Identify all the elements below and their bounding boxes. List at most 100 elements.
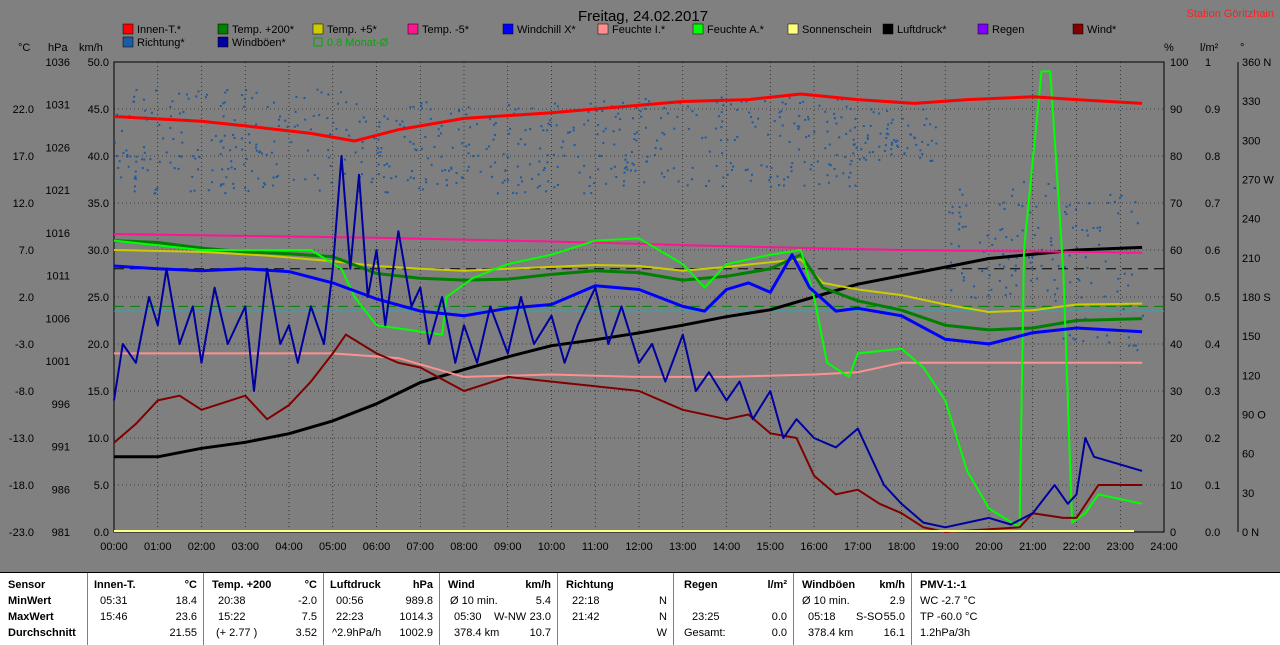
y-tick-hpa: 1001 (46, 356, 70, 368)
x-tick-label: 21:00 (1019, 541, 1047, 553)
direction-point (358, 120, 361, 123)
direction-point (549, 123, 552, 126)
legend-swatch (217, 36, 229, 48)
direction-point (798, 114, 801, 117)
direction-point (394, 175, 397, 178)
direction-point (950, 242, 953, 245)
direction-point (524, 129, 527, 132)
direction-point (1050, 244, 1053, 247)
direction-point (502, 153, 505, 156)
regen-total-value: 0.0 (771, 627, 787, 639)
direction-point (489, 165, 492, 168)
direction-point (343, 158, 346, 161)
direction-point (313, 173, 316, 176)
direction-point (1080, 296, 1083, 299)
y-tick-celsius: -18.0 (9, 480, 34, 492)
direction-point (133, 95, 136, 98)
direction-point (241, 94, 244, 97)
direction-point (890, 153, 893, 156)
direction-point (244, 187, 247, 190)
direction-point (840, 98, 843, 101)
direction-point (425, 181, 428, 184)
direction-point (549, 119, 552, 122)
direction-point (1002, 253, 1005, 256)
direction-point (788, 96, 791, 99)
temp200-avg-value: 3.52 (295, 627, 317, 639)
direction-point (660, 117, 663, 120)
direction-point (195, 95, 198, 98)
direction-point (770, 167, 773, 170)
direction-point (588, 184, 591, 187)
direction-point (343, 172, 346, 175)
direction-point (676, 115, 679, 118)
y-tick-lm2: 0.5 (1205, 292, 1220, 304)
direction-point (257, 177, 260, 180)
direction-point (554, 102, 557, 105)
direction-point (1086, 266, 1089, 269)
direction-point (457, 108, 460, 111)
direction-point (1068, 334, 1071, 337)
direction-point (1047, 183, 1050, 186)
direction-point (247, 133, 250, 136)
direction-point (440, 124, 443, 127)
direction-point (116, 113, 119, 116)
x-tick-label: 08:00 (450, 541, 478, 553)
wind-avg10: Ø 10 min. (450, 595, 498, 607)
luftdruck-trend: ^2.9hPa/h (332, 627, 382, 639)
direction-point (1003, 207, 1006, 210)
direction-point (740, 100, 743, 103)
direction-point (415, 149, 418, 152)
x-tick-label: 22:00 (1063, 541, 1091, 553)
direction-point (748, 111, 751, 114)
legend-swatch (407, 23, 419, 35)
y-tick-celsius: 17.0 (13, 151, 34, 163)
direction-point (496, 192, 499, 195)
direction-point (129, 155, 132, 158)
direction-point (414, 148, 417, 151)
direction-point (180, 131, 183, 134)
direction-point (279, 115, 282, 118)
direction-point (577, 155, 580, 158)
direction-point (872, 111, 875, 114)
direction-point (1077, 278, 1080, 281)
y-tick-celsius: -8.0 (15, 386, 34, 398)
direction-point (542, 129, 545, 132)
direction-point (127, 165, 130, 168)
y-axes: 22.0 17.0 12.0 7.0 2.0 -3.0 -8.0 -13.0 -18.0 -23.… (9, 57, 1274, 539)
direction-point (596, 133, 599, 136)
legend-swatch (312, 23, 324, 35)
temp200-max-value: 7.5 (301, 611, 317, 623)
direction-point (461, 142, 464, 145)
direction-point (896, 144, 899, 147)
direction-point (507, 104, 510, 107)
direction-point (529, 128, 532, 131)
y-tick-kmh: 10.0 (88, 433, 109, 445)
y-tick-deg: 300 (1242, 135, 1260, 147)
direction-point (927, 143, 930, 146)
direction-point (360, 173, 363, 176)
direction-point (1081, 228, 1084, 231)
direction-point (919, 149, 922, 152)
innen-min-value: 18.4 (175, 595, 197, 607)
direction-point (1096, 226, 1099, 229)
direction-point (1123, 272, 1126, 275)
direction-point (605, 182, 608, 185)
direction-point (440, 155, 443, 158)
direction-point (782, 184, 785, 187)
direction-point (141, 167, 144, 170)
direction-point (1030, 267, 1033, 270)
stats-windboeen: Windböen km/h Ø 10 min. 2.9 05:18 S-SO 5… (794, 573, 912, 645)
direction-point (133, 190, 136, 193)
direction-point (720, 96, 723, 99)
direction-point (1092, 226, 1095, 229)
direction-point (1134, 344, 1137, 347)
direction-point (809, 168, 812, 171)
weather-chart: Freitag, 24.02.2017 Station Göritzhain I… (9, 8, 1274, 553)
direction-point (818, 104, 821, 107)
row-label-avg: Durchschnitt (8, 627, 76, 639)
direction-point (379, 154, 382, 157)
direction-point (1014, 269, 1017, 272)
direction-point (403, 135, 406, 138)
direction-point (1029, 261, 1032, 264)
y-tick-lm2: 0.3 (1205, 386, 1220, 398)
